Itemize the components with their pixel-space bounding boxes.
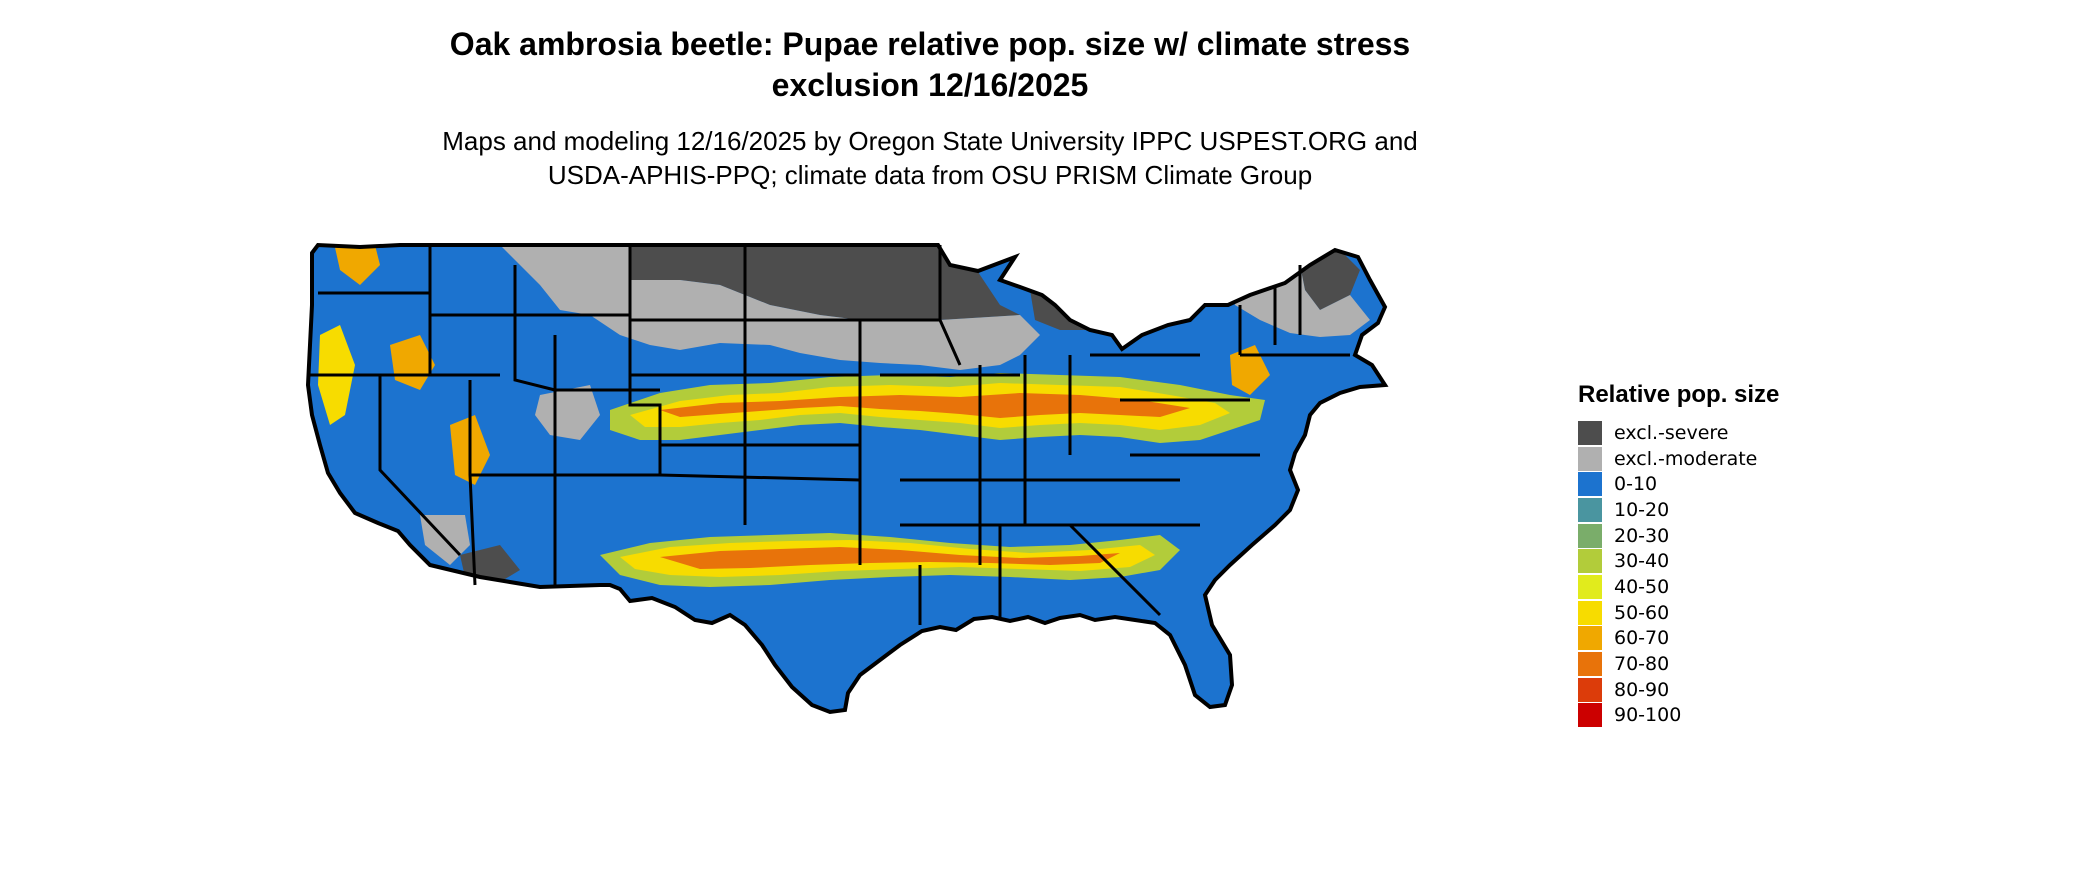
boundary-ok-ks <box>659 473 861 482</box>
legend-swatch <box>1578 472 1602 497</box>
legend-item: excl.-severe <box>1578 420 1838 446</box>
legend-item: 90-100 <box>1578 703 1838 729</box>
legend-swatch <box>1578 446 1602 471</box>
zone-patch-mid-atlantic <box>1230 345 1270 395</box>
zone-band-central-inner <box>660 393 1190 418</box>
legend-label: excl.-severe <box>1614 421 1729 444</box>
legend-swatch <box>1578 523 1602 548</box>
legend-swatch <box>1578 574 1602 599</box>
map-subtitle-line1: Maps and modeling 12/16/2025 by Oregon S… <box>442 126 1418 156</box>
map-zones <box>318 245 1370 587</box>
legend-label: 10-20 <box>1614 498 1670 521</box>
map-subtitle-line2: USDA-APHIS-PPQ; climate data from OSU PR… <box>547 160 1313 190</box>
legend-item: 10-20 <box>1578 497 1838 523</box>
zone-band-south-inner <box>660 547 1120 569</box>
state-boundaries <box>310 245 1350 625</box>
legend-label: 50-60 <box>1614 601 1670 624</box>
zone-severe-maine <box>1300 250 1360 310</box>
legend-label: 40-50 <box>1614 575 1670 598</box>
legend-label: 70-80 <box>1614 653 1670 676</box>
legend-label: 0-10 <box>1614 473 1658 496</box>
zone-severe-north-plains <box>630 245 820 315</box>
boundary-ca-nv <box>378 375 462 557</box>
legend-label: excl.-moderate <box>1614 447 1758 470</box>
legend-label: 80-90 <box>1614 678 1670 701</box>
legend-swatch <box>1578 497 1602 522</box>
legend-item: 0-10 <box>1578 471 1838 497</box>
legend-swatch <box>1578 420 1602 445</box>
legend-item: 30-40 <box>1578 548 1838 574</box>
legend-swatch <box>1578 703 1602 728</box>
title-block: Oak ambrosia beetle: Pupae relative pop.… <box>0 24 1860 192</box>
map-title: Oak ambrosia beetle: Pupae relative pop.… <box>0 24 1860 106</box>
legend: Relative pop. size excl.-severe excl.-mod… <box>1578 380 1838 728</box>
legend-swatch <box>1578 600 1602 625</box>
legend-swatch <box>1578 549 1602 574</box>
boundary-mn-wi <box>938 245 962 366</box>
zone-moderate-north <box>490 245 1040 370</box>
zone-severe-minnesota <box>820 245 1020 320</box>
legend-item: excl.-moderate <box>1578 446 1838 472</box>
legend-item: 40-50 <box>1578 574 1838 600</box>
legend-swatch <box>1578 652 1602 677</box>
us-map-svg <box>306 243 1387 714</box>
legend-item: 70-80 <box>1578 651 1838 677</box>
legend-items: excl.-severe excl.-moderate 0-10 10-20 20-30… <box>1578 420 1838 728</box>
map-title-line1: Oak ambrosia beetle: Pupae relative pop.… <box>449 26 1411 62</box>
legend-label: 60-70 <box>1614 627 1670 650</box>
us-map <box>300 225 1560 895</box>
map-subtitle: Maps and modeling 12/16/2025 by Oregon S… <box>0 124 1860 192</box>
legend-label: 30-40 <box>1614 550 1670 573</box>
legend-label: 20-30 <box>1614 524 1670 547</box>
legend-item: 80-90 <box>1578 677 1838 703</box>
map-title-line2: exclusion 12/16/2025 <box>771 67 1089 103</box>
boundary-dakotas-west <box>628 245 662 475</box>
legend-title: Relative pop. size <box>1578 381 1780 408</box>
boundary-ga-fl <box>1068 523 1162 617</box>
legend-swatch <box>1578 626 1602 651</box>
legend-item: 20-30 <box>1578 523 1838 549</box>
boundary-id-wy <box>513 265 556 392</box>
legend-item: 50-60 <box>1578 600 1838 626</box>
legend-label: 90-100 <box>1614 704 1682 727</box>
zone-patch-pacific-nw <box>330 245 380 285</box>
legend-swatch <box>1578 677 1602 702</box>
zone-moderate-colorado <box>535 385 600 440</box>
legend-item: 60-70 <box>1578 626 1838 652</box>
